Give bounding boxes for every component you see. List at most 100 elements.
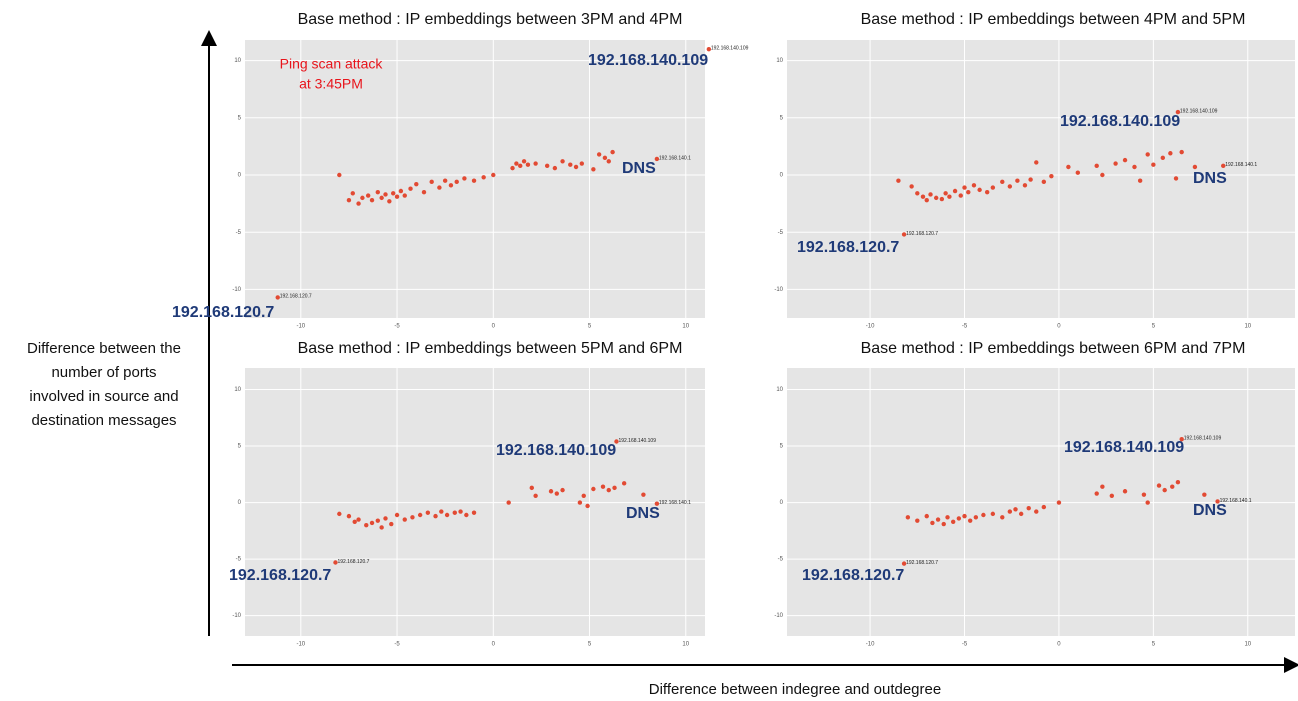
- point-label: 192.168.120.7: [906, 231, 938, 237]
- chart-title: Base method : IP embeddings between 6PM …: [861, 340, 1246, 357]
- point: [387, 199, 392, 204]
- x-tick-label: 10: [682, 642, 689, 648]
- y-tick-label: -5: [236, 557, 242, 563]
- point: [901, 561, 907, 566]
- point-label: 192.168.140.109: [1180, 108, 1218, 114]
- chart-title: Base method : IP embeddings between 3PM …: [298, 11, 683, 28]
- y-tick-label: 0: [780, 500, 784, 506]
- point: [429, 179, 434, 185]
- point: [1056, 500, 1062, 505]
- point: [389, 521, 394, 527]
- point: [394, 194, 400, 199]
- point-label: 192.168.140.109: [711, 45, 749, 51]
- point: [394, 512, 400, 518]
- point: [614, 439, 619, 444]
- point: [591, 167, 596, 172]
- point: [452, 510, 457, 515]
- x-tick-label: 5: [1152, 324, 1156, 330]
- callout: 192.168.140.109: [1060, 113, 1180, 130]
- x-tick-label: -5: [962, 642, 968, 648]
- point: [560, 159, 565, 164]
- point: [333, 560, 338, 565]
- point: [1041, 504, 1047, 510]
- point: [1018, 511, 1024, 517]
- point: [591, 486, 596, 492]
- point: [1015, 178, 1020, 183]
- point-label: 192.168.140.109: [1184, 436, 1222, 442]
- point: [1175, 480, 1181, 485]
- point: [939, 196, 945, 202]
- point: [654, 501, 660, 506]
- point: [1215, 499, 1220, 504]
- y-tick-label: 5: [238, 444, 242, 450]
- point: [984, 189, 990, 195]
- point: [379, 525, 384, 530]
- point: [506, 500, 511, 505]
- y-tick-label: -5: [236, 230, 242, 236]
- point: [402, 517, 407, 522]
- point: [356, 201, 361, 206]
- point: [365, 193, 371, 198]
- y-tick-label: 10: [776, 387, 783, 393]
- point: [1066, 164, 1071, 170]
- y-tick-label: 0: [238, 500, 242, 506]
- point: [1162, 487, 1167, 493]
- point: [585, 503, 590, 509]
- point: [977, 187, 982, 193]
- point: [1122, 489, 1128, 494]
- point: [383, 192, 388, 197]
- point: [408, 186, 413, 191]
- point: [1026, 506, 1031, 511]
- point: [654, 156, 660, 162]
- y-tick-label: 0: [238, 173, 242, 179]
- callout: DNS: [622, 160, 656, 177]
- point: [521, 159, 527, 164]
- point: [1170, 484, 1175, 489]
- point: [337, 511, 342, 517]
- callout: 192.168.120.7: [797, 239, 899, 256]
- callout: 192.168.120.7: [172, 304, 274, 321]
- note: at 3:45PM: [299, 76, 363, 92]
- point: [514, 161, 519, 166]
- point-label: 192.168.120.7: [337, 559, 369, 565]
- point: [346, 197, 352, 203]
- point: [458, 509, 463, 514]
- point: [568, 162, 573, 167]
- y-tick-label: 5: [780, 115, 784, 121]
- point: [544, 163, 550, 169]
- point: [935, 517, 941, 522]
- x-tick-label: 0: [1057, 324, 1061, 330]
- point: [410, 515, 415, 520]
- y-tick-label: 10: [776, 58, 783, 64]
- x-tick-label: -5: [394, 642, 400, 648]
- point: [1202, 492, 1207, 497]
- x-tick-label: -10: [866, 324, 875, 330]
- point: [1022, 183, 1028, 188]
- point: [905, 515, 911, 520]
- point: [1000, 179, 1005, 185]
- point: [439, 509, 444, 514]
- x-tick-label: 5: [1152, 642, 1156, 648]
- point: [421, 189, 427, 195]
- chart-title: Base method : IP embeddings between 4PM …: [861, 11, 1246, 28]
- point: [464, 512, 469, 518]
- callout: DNS: [1193, 170, 1227, 187]
- point: [1028, 177, 1033, 182]
- y-tick-label: 10: [234, 58, 241, 64]
- callout: 192.168.140.109: [1064, 439, 1184, 456]
- point: [909, 184, 914, 189]
- x-tick-label: -10: [296, 642, 305, 648]
- point: [579, 161, 585, 166]
- point-label: 192.168.120.7: [906, 560, 938, 566]
- point: [945, 515, 950, 520]
- callout: 192.168.140.109: [588, 52, 708, 69]
- point: [920, 194, 926, 199]
- point: [444, 512, 450, 518]
- point: [275, 295, 280, 300]
- note: Ping scan attack: [280, 56, 384, 72]
- point: [602, 155, 608, 161]
- point: [518, 163, 523, 169]
- point: [442, 178, 448, 183]
- y-tick-label: 0: [780, 173, 784, 179]
